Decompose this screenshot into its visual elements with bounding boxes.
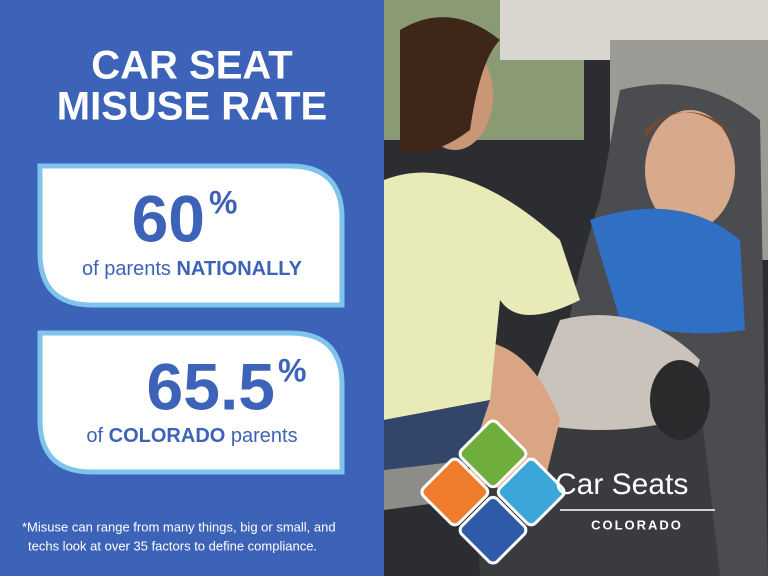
title-line: MISUSE RATE	[57, 85, 327, 129]
stat-label: of parents NATIONALLY	[82, 258, 303, 280]
logo: Car Seats COLORADO	[420, 419, 715, 565]
stat-value: 65.5	[147, 349, 275, 423]
stat-unit: %	[209, 184, 237, 220]
title-line: CAR SEAT	[91, 44, 292, 88]
stat-label-part: of parents	[82, 258, 177, 280]
stat-label-part: of	[86, 425, 108, 447]
stat-card: 65.5 % of COLORADO parents	[37, 330, 345, 475]
stat-label: of COLORADO parents	[86, 425, 297, 447]
stat-unit: %	[278, 352, 306, 388]
stat-label-part: parents	[225, 425, 297, 447]
stat-card: 60 % of parents NATIONALLY	[37, 163, 345, 308]
footnote: *Misuse can range from many things, big …	[22, 519, 336, 534]
stat-value: 60	[132, 181, 205, 255]
stat-label-part: NATIONALLY	[176, 258, 302, 280]
photo	[384, 0, 768, 577]
logo-name: Car Seats	[555, 468, 688, 501]
stat-label-part: COLORADO	[109, 425, 226, 447]
footnote: techs look at over 35 factors to define …	[28, 538, 317, 553]
logo-region: COLORADO	[591, 517, 683, 532]
